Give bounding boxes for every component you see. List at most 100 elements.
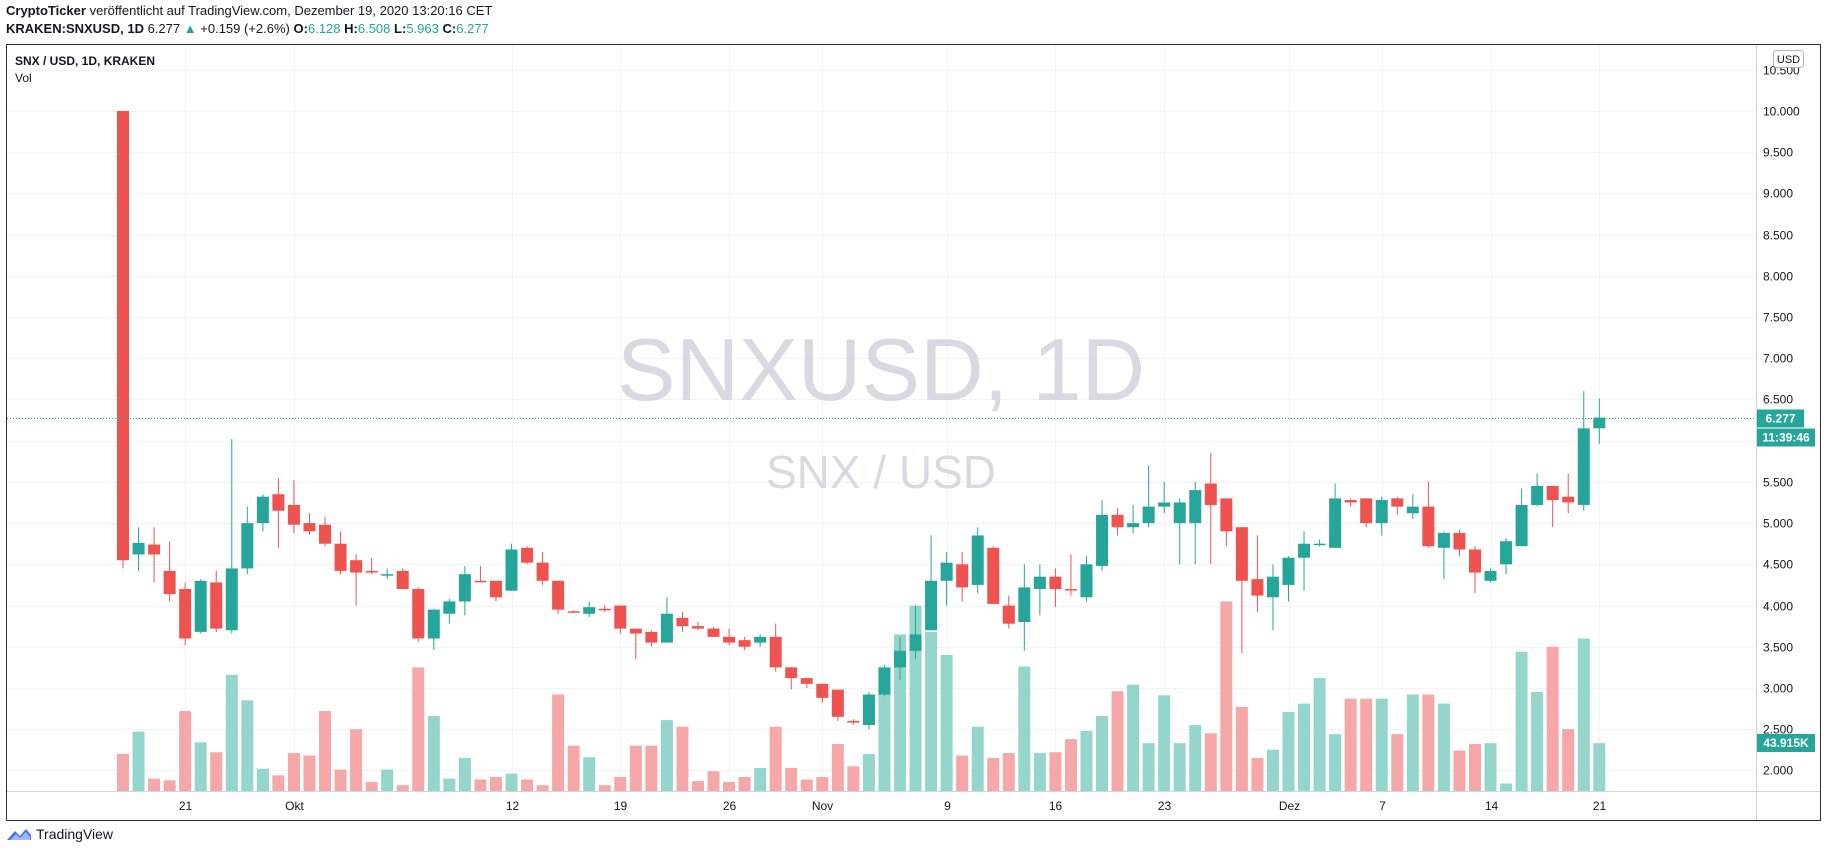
candle-body	[1251, 579, 1264, 596]
volume-bar	[303, 755, 316, 791]
volume-bar	[1500, 783, 1513, 791]
candle-body	[1127, 523, 1140, 528]
price-badge-label: 6.277	[1765, 412, 1795, 426]
volume-bar	[1220, 601, 1233, 791]
chart-frame	[6, 44, 1821, 821]
candle-body	[1096, 514, 1109, 566]
time-tick-label: 14	[1485, 799, 1499, 813]
price-tick-label: 8.500	[1763, 229, 1793, 243]
legend-volume: Vol	[15, 71, 32, 85]
publisher-name: CryptoTicker	[6, 3, 86, 18]
candle-body	[754, 636, 767, 643]
time-tick-label: 7	[1379, 799, 1386, 813]
volume-bar	[1049, 752, 1062, 791]
price-tick-label: 9.500	[1763, 146, 1793, 160]
candle-body	[1158, 502, 1171, 507]
candle-body	[956, 564, 969, 588]
price-tick-label: 4.000	[1763, 600, 1793, 614]
volume-bar	[940, 654, 953, 791]
volume-bar	[567, 745, 580, 791]
candle-body	[1049, 576, 1062, 590]
volume-bar	[925, 631, 938, 791]
volume-bar	[552, 694, 565, 791]
candle-body	[1484, 570, 1497, 581]
volume-bar	[1298, 703, 1311, 791]
volume-bar	[256, 768, 269, 791]
volume-bar	[396, 785, 409, 791]
candle-body	[691, 626, 704, 629]
price-tick-label: 8.000	[1763, 270, 1793, 284]
volume-bar	[443, 778, 456, 791]
volume-bar	[956, 755, 969, 791]
time-tick-label: Dez	[1279, 799, 1300, 813]
volume-bar	[350, 729, 363, 791]
candle-body	[987, 547, 1000, 604]
volume-bar	[831, 744, 844, 791]
volume-bar	[381, 769, 394, 791]
candle-body	[1064, 589, 1077, 591]
volume-bar	[660, 720, 673, 791]
volume-bar	[894, 634, 906, 791]
volume-bar	[1577, 638, 1590, 791]
candle-body	[1204, 483, 1217, 505]
countdown-label: 11:39:46	[1762, 431, 1810, 445]
candle-body	[1422, 506, 1435, 547]
volume-bar	[1235, 706, 1248, 791]
currency-badge[interactable]: USD	[1773, 50, 1804, 68]
volume-bar	[334, 769, 347, 791]
candle-body	[1111, 514, 1124, 528]
candle-body	[1033, 576, 1046, 590]
close-label: C:	[442, 21, 457, 36]
price-tick-label: 6.500	[1763, 393, 1793, 407]
candle-body	[350, 560, 363, 573]
volume-bar	[505, 773, 518, 791]
high-value: 6.508	[357, 21, 391, 36]
time-tick-label: 9	[944, 799, 951, 813]
volume-bar	[179, 711, 192, 791]
volume-bar	[878, 671, 891, 791]
candle-body	[132, 542, 145, 555]
candle-body	[334, 543, 347, 571]
candle-body	[1500, 541, 1513, 565]
volume-bar	[1313, 678, 1326, 791]
chart-header: CryptoTicker veröffentlicht auf TradingV…	[6, 2, 492, 38]
footer-brand[interactable]: TradingView	[36, 826, 114, 842]
candle-body	[629, 628, 642, 634]
volume-bar	[1593, 743, 1606, 791]
candle-body	[1562, 496, 1575, 503]
candle-body	[117, 110, 129, 561]
candle-body	[1437, 532, 1450, 548]
volume-bar	[427, 715, 440, 791]
volume-bar	[1453, 750, 1466, 791]
last-price: 6.277	[147, 21, 181, 36]
volume-bar	[1391, 734, 1404, 791]
high-label: H:	[344, 21, 358, 36]
volume-bar	[225, 674, 238, 791]
candle-body	[878, 667, 891, 695]
price-tick-label: 3.000	[1763, 682, 1793, 696]
publish-info: CryptoTicker veröffentlicht auf TradingV…	[6, 2, 492, 20]
volume-bar	[816, 776, 829, 791]
volume-bar	[272, 775, 285, 791]
volume-bar	[117, 753, 129, 791]
price-tick-label: 5.500	[1763, 476, 1793, 490]
volume-bar	[862, 753, 875, 791]
time-tick-label: 26	[723, 799, 737, 813]
countdown-badge	[1757, 428, 1815, 447]
watermark-symbol: SNXUSD, 1D	[617, 320, 1145, 419]
candles	[117, 110, 1606, 730]
tradingview-logo-icon[interactable]	[6, 826, 32, 842]
candle-body	[489, 580, 502, 598]
candle-body	[272, 494, 285, 511]
volume-bar	[1127, 684, 1140, 791]
candle-body	[396, 570, 409, 590]
time-tick-label: 16	[1049, 799, 1063, 813]
price-tick-label: 7.500	[1763, 311, 1793, 325]
price-tick-label: 4.500	[1763, 558, 1793, 572]
volume-bar	[1344, 698, 1357, 791]
candle-body	[179, 589, 192, 639]
candle-body	[443, 601, 456, 614]
volume-badge	[1757, 734, 1815, 752]
candle-body	[800, 678, 813, 684]
